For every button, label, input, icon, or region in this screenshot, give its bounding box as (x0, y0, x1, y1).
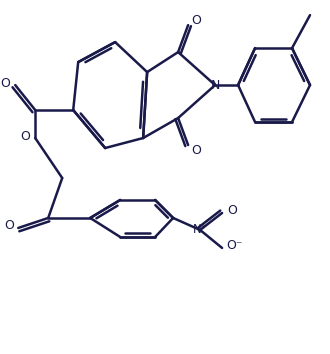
Text: O⁻: O⁻ (226, 239, 242, 252)
Text: N⁺: N⁺ (193, 223, 208, 236)
Text: O: O (20, 130, 30, 143)
Text: O: O (4, 219, 14, 233)
Text: O: O (191, 143, 201, 156)
Text: O: O (0, 76, 10, 90)
Text: N: N (211, 79, 220, 92)
Text: O: O (227, 205, 237, 217)
Text: O: O (191, 13, 201, 27)
